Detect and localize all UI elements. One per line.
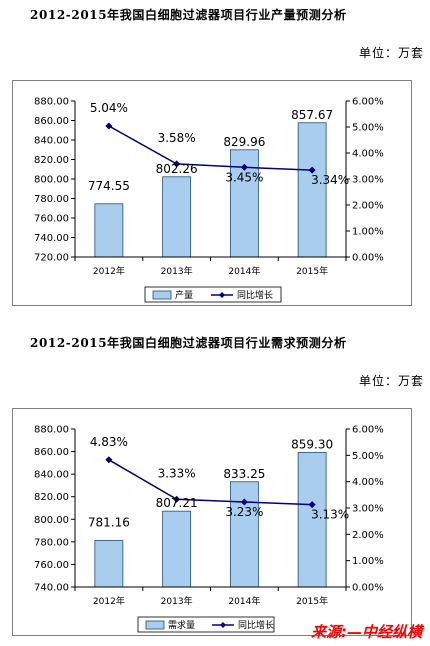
x-tick-label: 2014年 bbox=[228, 265, 260, 277]
legend-box bbox=[137, 616, 275, 633]
growth-point-2 bbox=[240, 163, 248, 171]
y-tick-label: 800.00 bbox=[34, 175, 69, 186]
bar-value-label: 859.30 bbox=[291, 437, 333, 451]
bar-0 bbox=[94, 540, 124, 588]
y-tick-label: 760.00 bbox=[34, 560, 69, 571]
y2-tick-label: 3.00% bbox=[352, 175, 384, 186]
source-label: 来源:—中经纵横 bbox=[311, 623, 422, 641]
line-value-label: 3.33% bbox=[158, 466, 196, 480]
y2-tick-label: 3.00% bbox=[352, 504, 384, 515]
demand-chart-svg: 740.00 760.00 780.00 800.00 820.00 840.00 860.… bbox=[34, 425, 384, 633]
legend-bar-label: 需求量 bbox=[168, 619, 195, 631]
bar-value-label: 833.25 bbox=[223, 467, 265, 481]
y2-tick-label: 5.00% bbox=[352, 123, 384, 134]
line-value-label: 3.58% bbox=[158, 131, 196, 145]
line-value-label: 3.45% bbox=[225, 170, 263, 184]
demand-chart: 740.00 760.00 780.00 800.00 820.00 840.00 860.… bbox=[12, 408, 412, 636]
chart-title-production: 2012-2015年我国白细胞过滤器项目行业产量预测分析 bbox=[30, 8, 347, 22]
y2-tick-label: 4.00% bbox=[352, 477, 384, 488]
unit-label-demand: 单位：万套 bbox=[358, 374, 424, 388]
y-tick-label: 760.00 bbox=[34, 214, 69, 225]
legend-bar-swatch bbox=[152, 290, 172, 300]
bar-value-label: 774.55 bbox=[88, 179, 130, 193]
unit-label-production: 单位：万套 bbox=[358, 46, 424, 60]
y-tick-label: 720.00 bbox=[34, 253, 69, 264]
production-chart-svg: 720.00 740.00 760.00 780.00 800.00 820.00 840.… bbox=[34, 97, 384, 303]
y2-tick-label: 0.00% bbox=[352, 583, 384, 594]
bar-value-label: 807.21 bbox=[156, 496, 198, 510]
production-chart: 720.00 740.00 760.00 780.00 800.00 820.00 840.… bbox=[12, 80, 412, 306]
legend-line-marker bbox=[220, 622, 226, 628]
line-value-label: 4.83% bbox=[90, 435, 128, 449]
bar-3 bbox=[297, 122, 327, 258]
y-tick-label: 780.00 bbox=[34, 194, 69, 205]
y2-tick-label: 0.00% bbox=[352, 253, 384, 264]
legend-line-marker bbox=[219, 292, 225, 298]
growth-point-3 bbox=[308, 166, 316, 174]
y-tick-label: 860.00 bbox=[34, 447, 69, 458]
x-tick-label: 2013年 bbox=[161, 595, 193, 607]
line-value-label: 5.04% bbox=[90, 101, 128, 115]
growth-point-2 bbox=[240, 498, 248, 506]
bar-value-label: 802.26 bbox=[156, 162, 198, 176]
y-tick-label: 740.00 bbox=[34, 583, 69, 594]
growth-point-1 bbox=[173, 160, 181, 168]
y-tick-label: 880.00 bbox=[34, 97, 69, 108]
y-tick-label: 840.00 bbox=[34, 136, 69, 147]
growth-point-3 bbox=[308, 501, 316, 509]
growth-line bbox=[108, 459, 313, 506]
bar-value-label: 829.96 bbox=[223, 135, 265, 149]
x-tick-label: 2013年 bbox=[161, 265, 193, 277]
y2-tick-label: 6.00% bbox=[352, 97, 384, 108]
y2-tick-label: 6.00% bbox=[352, 425, 384, 436]
y2-tick-label: 4.00% bbox=[352, 149, 384, 160]
bar-value-label: 781.16 bbox=[88, 516, 130, 530]
line-value-label: 3.23% bbox=[225, 505, 263, 519]
growth-line bbox=[108, 125, 313, 171]
legend-bar-swatch bbox=[145, 620, 165, 630]
bar-value-label: 857.67 bbox=[291, 108, 333, 122]
x-tick-label: 2015年 bbox=[296, 595, 328, 607]
bar-1 bbox=[162, 176, 192, 258]
x-tick-label: 2014年 bbox=[228, 595, 260, 607]
y2-tick-label: 5.00% bbox=[352, 451, 384, 462]
legend-bar-label: 产量 bbox=[175, 289, 193, 301]
legend-line-label: 同比增长 bbox=[237, 289, 273, 301]
y2-tick-label: 2.00% bbox=[352, 530, 384, 541]
y-tick-label: 820.00 bbox=[34, 155, 69, 166]
y-tick-label: 820.00 bbox=[34, 492, 69, 503]
y-tick-label: 780.00 bbox=[34, 537, 69, 548]
bar-3 bbox=[297, 451, 327, 588]
y2-tick-label: 2.00% bbox=[352, 201, 384, 212]
growth-point-1 bbox=[173, 495, 181, 503]
y-tick-label: 800.00 bbox=[34, 515, 69, 526]
x-tick-label: 2012年 bbox=[93, 595, 125, 607]
bar-1 bbox=[162, 510, 192, 588]
y-tick-label: 880.00 bbox=[34, 425, 69, 436]
legend-line-label: 同比增长 bbox=[238, 619, 274, 631]
y-tick-label: 840.00 bbox=[34, 470, 69, 481]
line-value-label: 3.13% bbox=[311, 508, 349, 522]
growth-point-0 bbox=[105, 122, 113, 130]
bar-2 bbox=[229, 481, 259, 588]
line-value-label: 3.34% bbox=[311, 173, 349, 187]
growth-point-0 bbox=[105, 456, 113, 464]
y-tick-label: 860.00 bbox=[34, 116, 69, 127]
x-tick-label: 2015年 bbox=[296, 265, 328, 277]
chart-title-demand: 2012-2015年我国白细胞过滤器项目行业需求预测分析 bbox=[30, 336, 347, 350]
bar-0 bbox=[94, 203, 124, 258]
y2-tick-label: 1.00% bbox=[352, 556, 384, 567]
x-tick-label: 2012年 bbox=[93, 265, 125, 277]
y2-tick-label: 1.00% bbox=[352, 227, 384, 238]
y-tick-label: 740.00 bbox=[34, 233, 69, 244]
